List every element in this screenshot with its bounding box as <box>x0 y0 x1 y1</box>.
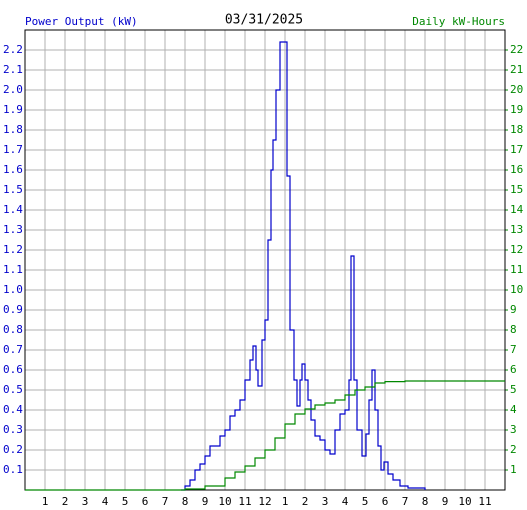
y2-tick-label: 7 <box>510 343 517 356</box>
y-tick-label: 1.8 <box>3 123 23 136</box>
y2-tick-label: 4 <box>510 403 517 416</box>
y-tick-label: 1.4 <box>3 203 23 216</box>
x-tick-label: 12 <box>258 495 271 508</box>
series-line <box>25 380 505 491</box>
y-tick-label: 0.5 <box>3 383 23 396</box>
y-tick-label: 0.3 <box>3 423 23 436</box>
y2-tick-label: 19 <box>510 103 523 116</box>
y2-tick-label: 14 <box>510 203 524 216</box>
y-tick-label: 0.2 <box>3 443 23 456</box>
series-line <box>181 41 426 491</box>
y2-tick-label: 13 <box>510 223 523 236</box>
x-tick-label: 1 <box>42 495 49 508</box>
y2-tick-label: 15 <box>510 183 523 196</box>
x-tick-label: 4 <box>102 495 109 508</box>
x-tick-label: 5 <box>362 495 369 508</box>
x-tick-label: 4 <box>342 495 349 508</box>
y-tick-label: 0.1 <box>3 463 23 476</box>
x-tick-label: 10 <box>218 495 231 508</box>
x-tick-label: 7 <box>402 495 409 508</box>
y2-tick-label: 20 <box>510 83 523 96</box>
y-tick-label: 1.2 <box>3 243 23 256</box>
y-tick-label: 0.4 <box>3 403 23 416</box>
x-tick-label: 5 <box>122 495 129 508</box>
y-tick-label: 1.3 <box>3 223 23 236</box>
y-tick-label: 1.9 <box>3 103 23 116</box>
y2-tick-label: 21 <box>510 63 523 76</box>
y2-axis-title: Daily kW-Hours <box>412 15 505 28</box>
y2-tick-label: 1 <box>510 463 517 476</box>
x-tick-label: 8 <box>182 495 189 508</box>
y2-tick-label: 16 <box>510 163 523 176</box>
x-tick-label: 11 <box>238 495 251 508</box>
x-tick-label: 7 <box>162 495 169 508</box>
x-tick-label: 9 <box>202 495 209 508</box>
plot-frame <box>24 29 506 491</box>
chart-title: 03/31/2025 <box>225 13 303 28</box>
x-tick-label: 1 <box>282 495 289 508</box>
x-tick-label: 2 <box>62 495 69 508</box>
y-tick-label: 0.7 <box>3 343 23 356</box>
y-tick-label: 2.2 <box>3 43 23 56</box>
y-tick-label: 1.0 <box>3 283 23 296</box>
y2-tick-label: 2 <box>510 443 517 456</box>
x-tick-label: 6 <box>382 495 389 508</box>
y-axis-title: Power Output (kW) <box>25 15 138 28</box>
y-tick-label: 1.5 <box>3 183 23 196</box>
y-tick-label: 0.9 <box>3 303 23 316</box>
y-tick-label: 0.6 <box>3 363 23 376</box>
x-tick-label: 11 <box>478 495 491 508</box>
y2-tick-label: 8 <box>510 323 517 336</box>
x-tick-label: 8 <box>422 495 429 508</box>
x-tick-label: 9 <box>442 495 449 508</box>
y-tick-label: 1.6 <box>3 163 23 176</box>
x-tick-label: 6 <box>142 495 149 508</box>
y-tick-label: 2.1 <box>3 63 23 76</box>
y-tick-label: 2.0 <box>3 83 23 96</box>
x-tick-label: 3 <box>82 495 89 508</box>
x-tick-label: 10 <box>458 495 471 508</box>
x-tick-label: 3 <box>322 495 329 508</box>
y2-tick-label: 12 <box>510 243 523 256</box>
y2-tick-label: 6 <box>510 363 517 376</box>
y2-tick-label: 22 <box>510 43 523 56</box>
y-tick-label: 1.1 <box>3 263 23 276</box>
y2-tick-label: 18 <box>510 123 523 136</box>
y2-tick-label: 11 <box>510 263 523 276</box>
y2-tick-label: 9 <box>510 303 517 316</box>
y2-tick-label: 10 <box>510 283 523 296</box>
y2-tick-label: 3 <box>510 423 517 436</box>
y-tick-label: 1.7 <box>3 143 23 156</box>
y-tick-label: 0.8 <box>3 323 23 336</box>
y2-tick-label: 5 <box>510 383 517 396</box>
x-tick-label: 2 <box>302 495 309 508</box>
y2-tick-label: 17 <box>510 143 523 156</box>
